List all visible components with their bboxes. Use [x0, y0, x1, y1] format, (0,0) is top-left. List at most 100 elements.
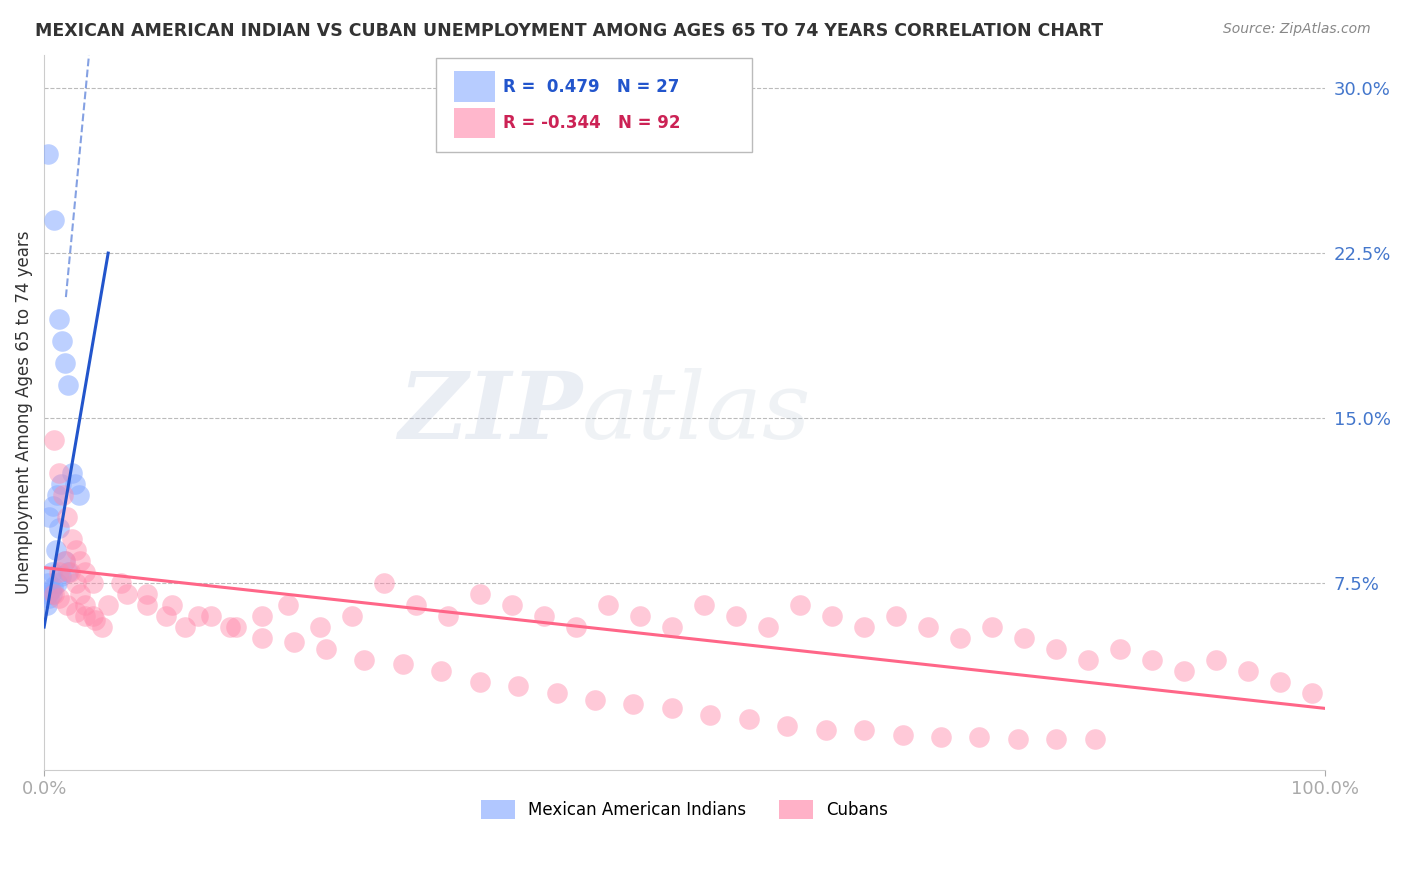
Point [35, 598, 58, 612]
Point [174, 620, 197, 634]
Point [1173, 664, 1195, 678]
Point [45, 543, 67, 558]
Point [353, 653, 375, 667]
Point [821, 609, 844, 624]
Point [1109, 642, 1132, 657]
Point [1205, 653, 1227, 667]
Point [949, 631, 972, 645]
Point [623, 697, 645, 711]
Point [200, 609, 222, 624]
Point [981, 620, 1004, 634]
Point [225, 620, 247, 634]
Point [39, 582, 62, 597]
Text: MEXICAN AMERICAN INDIAN VS CUBAN UNEMPLOYMENT AMONG AGES 65 TO 74 YEARS CORRELAT: MEXICAN AMERICAN INDIAN VS CUBAN UNEMPLO… [35, 22, 1104, 40]
Point [546, 686, 568, 700]
Point [44, 587, 66, 601]
Point [37, 147, 59, 161]
Point [75, 565, 97, 579]
Point [65, 605, 87, 619]
Point [117, 587, 139, 601]
Point [308, 620, 330, 634]
Point [38, 510, 60, 524]
Point [49, 477, 72, 491]
Point [283, 635, 305, 649]
Text: R =  0.479   N = 27: R = 0.479 N = 27 [503, 78, 679, 95]
Point [53, 554, 76, 568]
Point [75, 609, 97, 624]
Point [917, 620, 939, 634]
Point [1237, 664, 1260, 678]
Point [430, 664, 453, 678]
Point [65, 576, 87, 591]
Point [42, 581, 65, 595]
Point [56, 598, 79, 612]
Point [48, 565, 70, 579]
Point [42, 499, 65, 513]
Point [468, 587, 491, 601]
Point [84, 614, 107, 628]
Point [160, 598, 183, 612]
Point [315, 642, 337, 657]
Point [97, 598, 120, 612]
Point [58, 378, 80, 392]
Point [187, 609, 209, 624]
Point [1084, 732, 1107, 747]
Point [405, 598, 427, 612]
Point [508, 680, 530, 694]
Point [277, 598, 299, 612]
Text: R = -0.344   N = 92: R = -0.344 N = 92 [503, 114, 681, 132]
Point [789, 598, 811, 612]
Point [135, 598, 157, 612]
Point [250, 631, 273, 645]
Point [1007, 732, 1029, 747]
Point [693, 598, 716, 612]
Point [75, 598, 97, 612]
Point [65, 543, 87, 558]
Point [628, 609, 651, 624]
Point [853, 723, 876, 738]
Point [67, 488, 90, 502]
Point [340, 609, 363, 624]
Point [1142, 653, 1164, 667]
Point [501, 598, 523, 612]
Point [929, 730, 952, 744]
Point [661, 620, 683, 634]
Point [738, 713, 761, 727]
Point [891, 728, 914, 742]
Point [53, 356, 76, 370]
Point [48, 521, 70, 535]
Point [969, 730, 991, 744]
Point [533, 609, 555, 624]
Point [699, 708, 721, 723]
Text: Source: ZipAtlas.com: Source: ZipAtlas.com [1223, 22, 1371, 37]
Legend: Mexican American Indians, Cubans: Mexican American Indians, Cubans [475, 793, 894, 826]
Point [596, 598, 619, 612]
Point [90, 620, 112, 634]
Point [44, 213, 66, 227]
Point [53, 554, 76, 568]
Point [1270, 675, 1292, 690]
Point [52, 488, 75, 502]
Point [45, 576, 67, 591]
Point [468, 675, 491, 690]
Point [51, 334, 73, 348]
Point [1045, 642, 1067, 657]
Point [48, 466, 70, 480]
Point [661, 701, 683, 715]
Point [45, 488, 67, 502]
Point [69, 554, 91, 568]
Point [724, 609, 747, 624]
Point [392, 657, 415, 672]
Point [884, 609, 907, 624]
Point [583, 692, 606, 706]
Point [82, 576, 104, 591]
Point [58, 565, 80, 579]
Point [373, 576, 395, 591]
Point [49, 569, 72, 583]
Point [155, 609, 177, 624]
Point [250, 609, 273, 624]
Point [60, 466, 83, 480]
Point [37, 587, 59, 601]
Point [63, 477, 86, 491]
Point [776, 719, 799, 733]
